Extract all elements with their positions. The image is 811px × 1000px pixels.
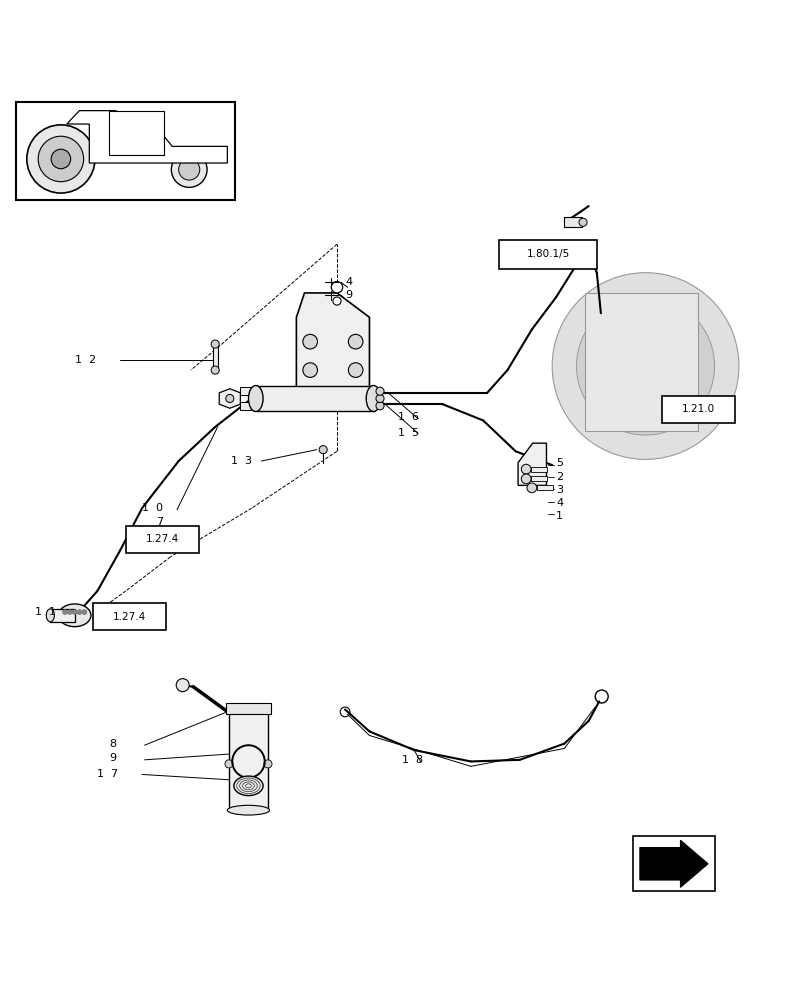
Ellipse shape: [58, 604, 91, 627]
Circle shape: [637, 358, 653, 374]
Text: 1.80.1/5: 1.80.1/5: [526, 249, 569, 259]
Text: 1  1: 1 1: [35, 607, 56, 617]
Circle shape: [521, 474, 530, 484]
Circle shape: [576, 297, 714, 435]
Bar: [225, 703, 271, 714]
Polygon shape: [67, 111, 227, 163]
Polygon shape: [296, 293, 369, 390]
Text: 1  8: 1 8: [401, 755, 423, 765]
Text: 1  2: 1 2: [75, 355, 96, 365]
Circle shape: [62, 610, 67, 614]
Bar: [239, 387, 251, 395]
Bar: [50, 609, 75, 622]
Bar: [255, 386, 373, 411]
Ellipse shape: [227, 805, 269, 815]
Text: 1.21.0: 1.21.0: [681, 404, 714, 414]
Polygon shape: [517, 443, 546, 485]
Bar: [212, 344, 217, 370]
Ellipse shape: [46, 609, 54, 622]
Circle shape: [77, 610, 82, 614]
Circle shape: [67, 610, 72, 614]
Circle shape: [51, 149, 71, 169]
Bar: [633, 836, 714, 891]
Circle shape: [211, 366, 219, 374]
Bar: [126, 526, 199, 553]
Circle shape: [176, 679, 189, 692]
Text: 2: 2: [556, 472, 563, 482]
Bar: [93, 603, 166, 630]
Circle shape: [264, 760, 272, 768]
Circle shape: [578, 218, 586, 226]
Circle shape: [319, 446, 327, 454]
Bar: [16, 102, 235, 200]
Text: 9: 9: [109, 753, 117, 763]
Bar: [530, 467, 547, 472]
Bar: [530, 476, 547, 481]
Circle shape: [171, 152, 207, 187]
Bar: [584, 293, 697, 431]
Circle shape: [303, 363, 317, 377]
Ellipse shape: [366, 386, 380, 411]
Bar: [499, 240, 596, 269]
Circle shape: [178, 159, 200, 180]
Text: 1.27.4: 1.27.4: [114, 612, 146, 622]
Circle shape: [622, 343, 667, 389]
Polygon shape: [639, 840, 707, 887]
Text: 7: 7: [156, 517, 163, 527]
Circle shape: [551, 273, 738, 459]
Text: 4: 4: [345, 277, 352, 287]
Circle shape: [521, 464, 530, 474]
Polygon shape: [219, 389, 240, 408]
Text: 8: 8: [109, 739, 117, 749]
Text: 1  6: 1 6: [397, 412, 418, 422]
Text: 1  3: 1 3: [231, 456, 252, 466]
Bar: [229, 711, 268, 810]
Circle shape: [375, 402, 384, 410]
Circle shape: [27, 125, 95, 193]
Ellipse shape: [234, 776, 263, 796]
Circle shape: [526, 483, 536, 493]
Circle shape: [72, 610, 77, 614]
Ellipse shape: [248, 386, 263, 411]
Text: 9: 9: [345, 290, 352, 300]
Bar: [536, 485, 552, 490]
Polygon shape: [109, 111, 164, 155]
Text: 1  0: 1 0: [142, 503, 163, 513]
Text: 1: 1: [556, 511, 563, 521]
Circle shape: [348, 334, 363, 349]
Text: 3: 3: [556, 485, 563, 495]
Text: 1  5: 1 5: [397, 428, 418, 438]
Circle shape: [348, 363, 363, 377]
Bar: [239, 402, 251, 410]
Circle shape: [211, 340, 219, 348]
Circle shape: [375, 394, 384, 403]
Bar: [661, 396, 734, 423]
Circle shape: [303, 334, 317, 349]
Circle shape: [375, 387, 384, 395]
Circle shape: [600, 321, 689, 411]
Text: 4: 4: [556, 498, 563, 508]
Circle shape: [333, 297, 341, 305]
Text: 1.27.4: 1.27.4: [146, 534, 178, 544]
Circle shape: [82, 610, 87, 614]
Circle shape: [38, 136, 84, 182]
Text: 5: 5: [556, 458, 563, 468]
Bar: [564, 217, 581, 227]
Circle shape: [225, 760, 233, 768]
Text: 1  7: 1 7: [97, 769, 118, 779]
Circle shape: [331, 282, 342, 293]
Circle shape: [225, 394, 234, 403]
